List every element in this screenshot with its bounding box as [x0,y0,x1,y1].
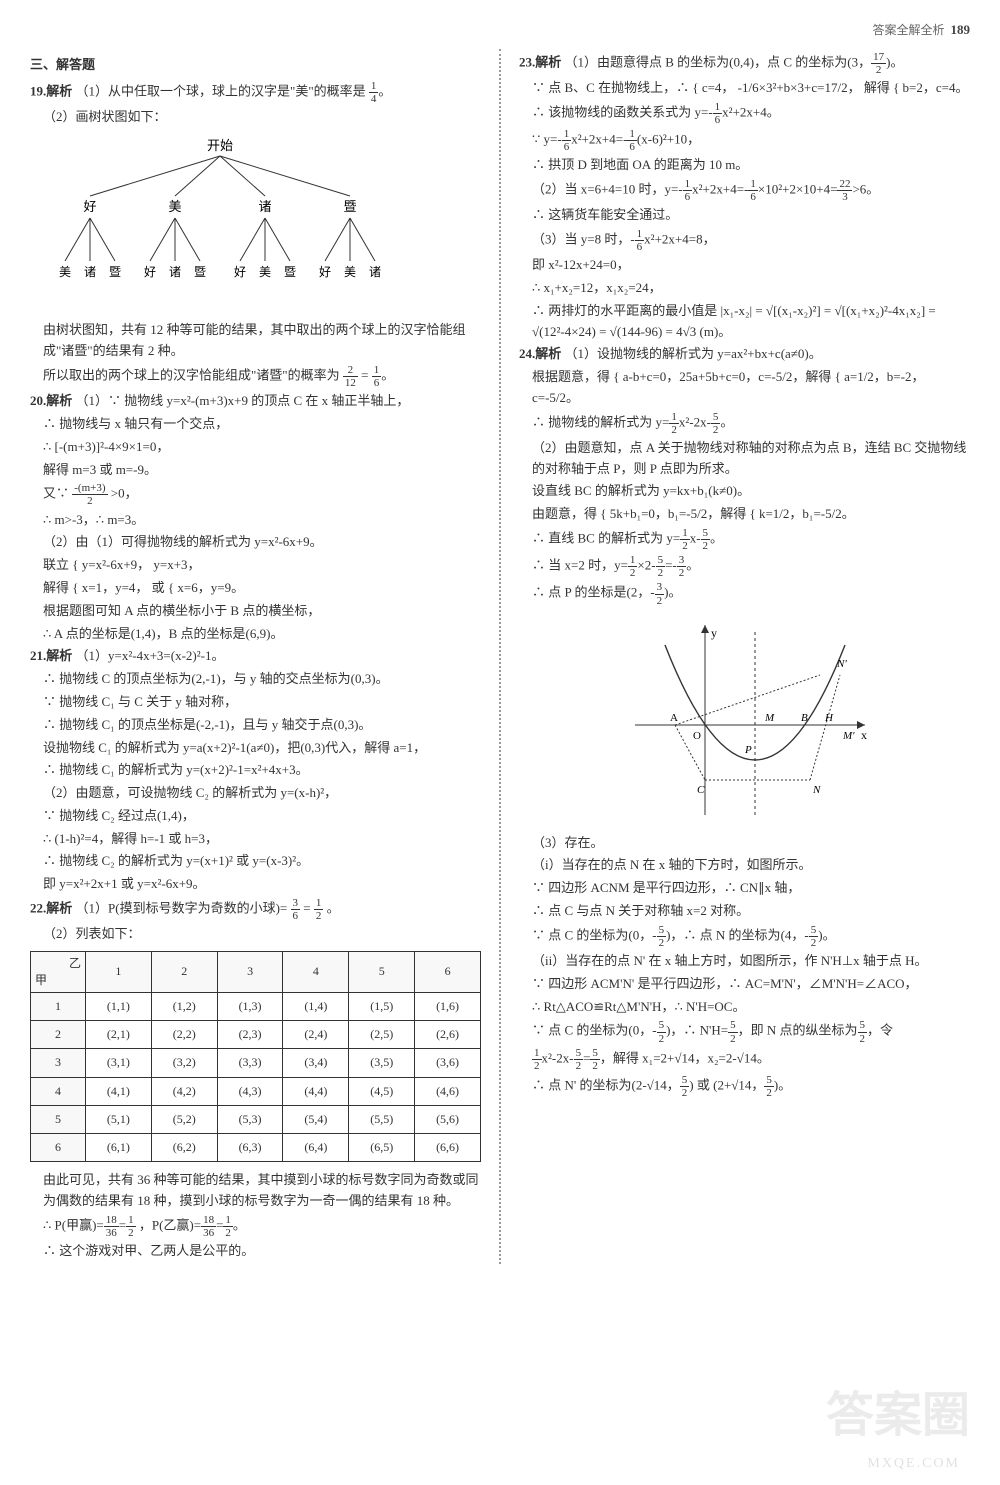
svg-text:诸: 诸 [84,265,96,279]
svg-text:M': M' [842,730,855,742]
svg-text:好: 好 [319,265,331,279]
svg-text:好: 好 [144,265,156,279]
svg-text:P: P [744,744,752,756]
q19-num: 19.解析 [30,83,72,98]
svg-text:好: 好 [234,265,246,279]
watermark-url: MXQE.COM [867,1453,960,1475]
svg-text:O: O [693,730,701,742]
svg-text:x: x [861,728,867,742]
svg-text:y: y [711,626,717,640]
svg-text:暨: 暨 [109,265,121,279]
svg-text:M: M [764,712,775,724]
svg-text:暨: 暨 [284,265,296,279]
q20: 20.解析 （1）∵ 抛物线 y=x²-(m+3)x+9 的顶点 C 在 x 轴… [30,391,481,412]
tree-diagram: 开始 好 美 诸 暨 美 诸 暨 好 诸 暨 好 美 暨 好 美 诸 [30,136,410,306]
svg-text:美: 美 [168,199,181,214]
svg-text:美: 美 [259,265,271,279]
section-3-title: 三、解答题 [30,55,481,76]
page-header: 答案全解全析 189 [30,20,970,41]
svg-text:诸: 诸 [369,265,381,279]
q19-p3: 由树状图知，共有 12 种等可能的结果，其中取出的两个球上的汉字恰能组成"诸暨"… [30,320,481,362]
parabola-graph: y x A O P M B H M' C N N' [615,615,875,825]
svg-text:C: C [697,784,705,796]
q19-line1: 19.解析 （1）从中任取一个球，球上的汉字是"美"的概率是 14。 [30,80,481,105]
svg-text:诸: 诸 [258,199,271,214]
left-column: 三、解答题 19.解析 （1）从中任取一个球，球上的汉字是"美"的概率是 14。… [30,49,481,1264]
svg-text:暨: 暨 [343,199,356,214]
svg-text:美: 美 [344,265,356,279]
svg-text:诸: 诸 [169,265,181,279]
right-column: 23.解析 （1）由题意得点 B 的坐标为(0,4)，点 C 的坐标为(3，17… [519,49,970,1264]
svg-text:美: 美 [59,265,71,279]
header-label: 答案全解全析 [872,23,944,37]
svg-text:B: B [801,712,808,724]
svg-text:N: N [812,784,821,796]
watermark-text: 答案圈 [826,1378,970,1455]
frac-icon: 14 [369,80,379,105]
svg-text:暨: 暨 [194,265,206,279]
probability-table: 乙甲 123 456 1(1,1)(1,2)(1,3)(1,4)(1,5)(1,… [30,951,481,1162]
column-divider [499,49,501,1264]
page-number: 189 [951,22,971,37]
svg-text:N': N' [836,658,847,670]
svg-text:H: H [824,712,834,724]
svg-text:好: 好 [83,199,96,214]
svg-text:开始: 开始 [207,138,233,153]
svg-text:A: A [670,712,678,724]
q19-p4: 所以取出的两个球上的汉字恰能组成"诸暨"的概率为 212 = 16。 [30,364,481,389]
q19-line2: （2）画树状图如下： [30,107,481,128]
